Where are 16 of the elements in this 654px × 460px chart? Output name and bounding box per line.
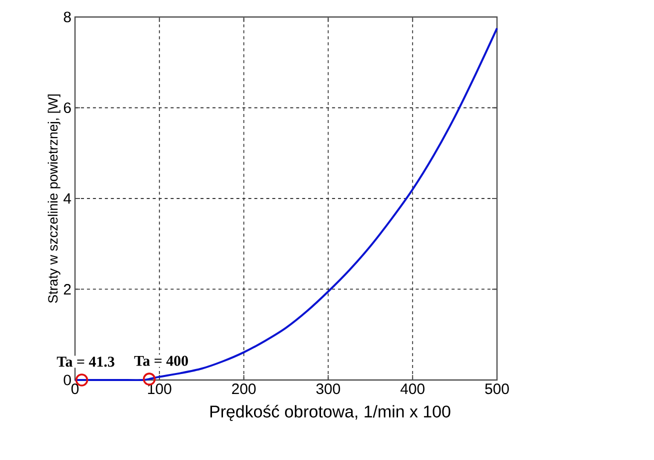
y-tick-label: 0 (64, 374, 71, 386)
y-tick-label: 8 (64, 12, 71, 22)
x-tick-label: 0 (71, 384, 79, 394)
y-tick-label: 4 (64, 193, 72, 204)
line-series (74, 27, 498, 382)
y-axis-title: Straty w szczelinie powietrznej, [W] (48, 94, 60, 303)
x-tick-label: 400 (400, 384, 424, 394)
y-tick-label: 2 (64, 284, 71, 294)
x-axis-title: Prędkość obrotowa, 1/min x 100 (210, 404, 450, 421)
y-tick-label: 6 (64, 102, 71, 114)
x-tick-label: 500 (485, 384, 509, 394)
annotation: Ta = 41.3 (56, 356, 114, 367)
x-tick-label: 200 (232, 384, 256, 394)
x-tick-label: 100 (148, 384, 172, 394)
x-tick-label: 300 (316, 384, 340, 394)
annotation: Ta = 400 (134, 356, 188, 366)
